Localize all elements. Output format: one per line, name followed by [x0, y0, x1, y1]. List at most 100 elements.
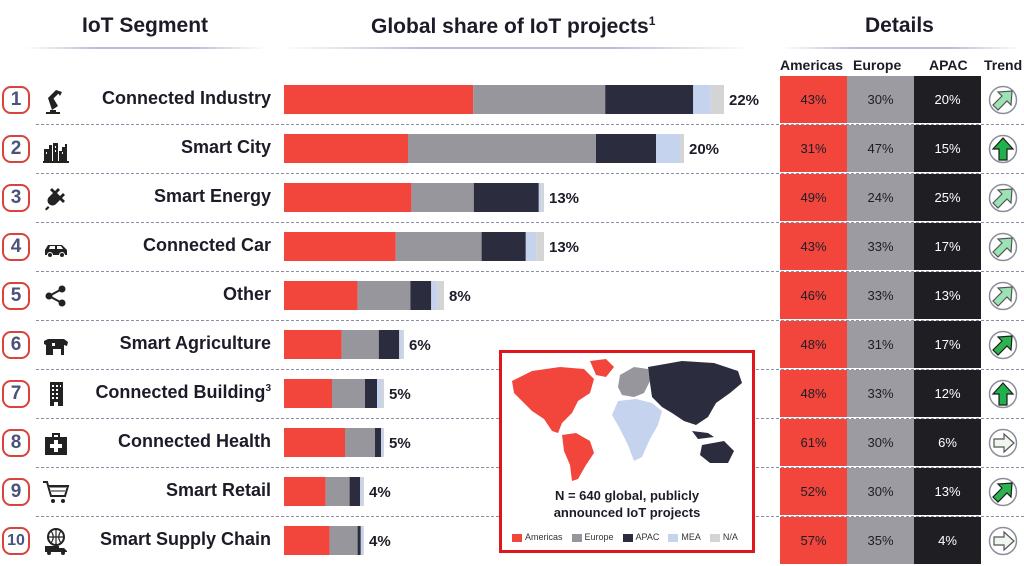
segment-header: IoT Segment	[82, 14, 208, 38]
segment-label: Smart Energy	[154, 186, 271, 207]
shopping-cart-icon	[42, 478, 70, 506]
rank-badge: 2	[2, 135, 30, 163]
world-map-inset: N = 640 global, publicly announced IoT p…	[499, 350, 755, 553]
map-indonesia	[692, 431, 714, 439]
apac-share-cell: 6%	[914, 419, 981, 466]
map-greenland	[590, 359, 614, 377]
rank-badge: 10	[2, 527, 30, 555]
americas-share-cell: 61%	[780, 419, 847, 466]
legend-label: MEA	[681, 532, 701, 542]
map-apac	[648, 361, 742, 425]
map-europe	[618, 367, 650, 397]
segment-label-footnote: 3	[265, 383, 271, 394]
cow-icon	[42, 331, 70, 359]
rank-badge: 5	[2, 282, 30, 310]
segment-label: Other	[223, 284, 271, 305]
europe-share-cell: 33%	[847, 223, 914, 270]
trend-arrow-icon	[988, 85, 1018, 115]
europe-share-cell: 33%	[847, 272, 914, 319]
rank-badge: 6	[2, 331, 30, 359]
details-header: Details	[865, 14, 934, 38]
legend-swatch	[572, 534, 582, 542]
trend-arrow-icon	[988, 330, 1018, 360]
legend-label: Europe	[585, 532, 614, 542]
segment-row: 2 Smart City 31% 47% 15%	[0, 125, 1024, 174]
rank-badge: 1	[2, 86, 30, 114]
americas-share-cell: 43%	[780, 223, 847, 270]
legend-item: APAC	[623, 532, 660, 542]
europe-share-cell: 31%	[847, 321, 914, 368]
building-icon	[42, 380, 70, 408]
rank-badge: 8	[2, 429, 30, 457]
apac-share-cell: 13%	[914, 272, 981, 319]
legend-swatch	[668, 534, 678, 542]
trend-arrow-icon	[988, 134, 1018, 164]
globe-truck-icon	[42, 527, 70, 555]
trend-arrow-icon	[988, 281, 1018, 311]
trend-column-header: Trend	[984, 57, 1022, 73]
segment-row: 4 Connected Car 43% 33% 17%	[0, 223, 1024, 272]
map-oceania	[700, 441, 734, 463]
americas-share-cell: 57%	[780, 517, 847, 564]
legend-label: Americas	[525, 532, 563, 542]
apac-share-cell: 13%	[914, 468, 981, 515]
apac-share-cell: 15%	[914, 125, 981, 172]
americas-share-cell: 46%	[780, 272, 847, 319]
europe-column-header: Europe	[853, 57, 901, 73]
europe-share-cell: 35%	[847, 517, 914, 564]
europe-share-cell: 30%	[847, 419, 914, 466]
apac-share-cell: 12%	[914, 370, 981, 417]
trend-arrow-icon	[988, 232, 1018, 262]
trend-arrow-icon	[988, 477, 1018, 507]
inset-caption-line2: announced IoT projects	[502, 504, 752, 521]
segment-row: 1 Connected Industry 43% 30% 20%	[0, 76, 1024, 125]
rank-badge: 3	[2, 184, 30, 212]
europe-share-cell: 33%	[847, 370, 914, 417]
legend-item: Americas	[512, 532, 563, 542]
rank-badge: 4	[2, 233, 30, 261]
segment-label: Smart Agriculture	[120, 333, 271, 354]
apac-share-cell: 17%	[914, 223, 981, 270]
inset-caption: N = 640 global, publicly announced IoT p…	[502, 487, 752, 521]
rank-badge: 9	[2, 478, 30, 506]
trend-arrow-icon	[988, 379, 1018, 409]
map-americas-north	[512, 367, 594, 433]
medical-kit-icon	[42, 429, 70, 457]
americas-share-cell: 48%	[780, 370, 847, 417]
legend-label: N/A	[723, 532, 738, 542]
robot-arm-icon	[42, 86, 70, 114]
share-header: Global share of IoT projects1	[371, 14, 655, 39]
segment-header-underline	[25, 47, 265, 49]
europe-share-cell: 30%	[847, 76, 914, 123]
world-map	[502, 353, 752, 483]
americas-share-cell: 31%	[780, 125, 847, 172]
share-header-footnote: 1	[649, 14, 656, 28]
legend-swatch	[512, 534, 522, 542]
segment-label: Connected Industry	[102, 88, 271, 109]
details-header-underline	[782, 47, 1022, 49]
americas-column-header: Americas	[780, 57, 843, 73]
map-americas-south	[562, 433, 594, 481]
map-legend: Americas Europe APAC MEA N/A	[512, 532, 738, 542]
americas-share-cell: 43%	[780, 76, 847, 123]
city-icon	[42, 135, 70, 163]
trend-arrow-icon	[988, 428, 1018, 458]
legend-swatch	[710, 534, 720, 542]
apac-share-cell: 4%	[914, 517, 981, 564]
segment-label: Connected Car	[143, 235, 271, 256]
trend-arrow-icon	[988, 183, 1018, 213]
car-icon	[42, 233, 70, 261]
segment-label: Connected Building3	[95, 382, 271, 403]
plug-icon	[42, 184, 70, 212]
europe-share-cell: 24%	[847, 174, 914, 221]
segment-label: Connected Health	[118, 431, 271, 452]
map-mea	[612, 399, 662, 461]
legend-swatch	[623, 534, 633, 542]
legend-item: N/A	[710, 532, 738, 542]
americas-share-cell: 52%	[780, 468, 847, 515]
europe-share-cell: 47%	[847, 125, 914, 172]
apac-column-header: APAC	[929, 57, 968, 73]
rank-badge: 7	[2, 380, 30, 408]
americas-share-cell: 49%	[780, 174, 847, 221]
share-header-underline	[282, 47, 752, 49]
